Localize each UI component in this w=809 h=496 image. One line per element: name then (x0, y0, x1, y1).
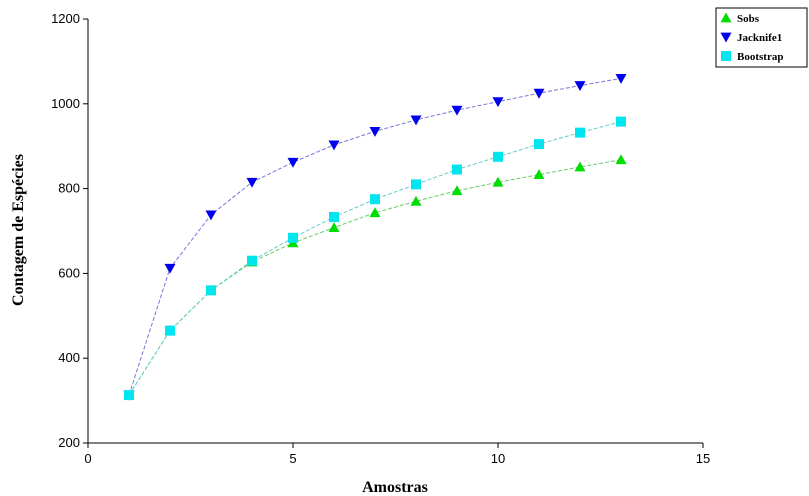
legend-marker-bootstrap (721, 51, 731, 61)
series-jacknife1 (123, 73, 627, 401)
axes (87, 19, 703, 444)
data-point-bootstrap (206, 285, 216, 296)
data-point-jacknife1 (410, 115, 422, 126)
data-point-sobs (574, 161, 586, 172)
series-line-bootstrap (128, 121, 622, 396)
data-point-sobs (615, 154, 627, 165)
x-tick-label: 15 (696, 451, 710, 466)
data-point-jacknife1 (492, 97, 504, 108)
legend-box (715, 7, 808, 68)
x-tick-label: 10 (491, 451, 505, 466)
series-bootstrap (124, 116, 626, 401)
data-point-sobs (533, 169, 545, 180)
y-tick-label: 600 (58, 265, 80, 280)
data-point-bootstrap (165, 325, 175, 336)
y-tick-label: 1200 (51, 11, 80, 26)
data-point-jacknife1 (574, 81, 586, 92)
y-tick-label: 1000 (51, 96, 80, 111)
legend-label-sobs: Sobs (737, 13, 760, 25)
data-point-bootstrap (575, 127, 585, 138)
data-point-bootstrap (616, 116, 626, 127)
x-axis-title: Amostras (362, 479, 428, 496)
data-point-jacknife1 (205, 210, 217, 221)
legend-label-bootstrap: Bootstrap (737, 51, 783, 63)
data-point-bootstrap (124, 390, 134, 401)
series-line-jacknife1 (128, 77, 622, 396)
data-point-jacknife1 (287, 157, 299, 168)
series-sobs (123, 154, 627, 400)
data-point-jacknife1 (451, 105, 463, 116)
legend-marker-jacknife1 (720, 32, 732, 43)
y-tick-label: 800 (58, 181, 80, 196)
series-layer (123, 73, 627, 401)
x-tick-label: 5 (289, 451, 296, 466)
x-tick-label: 0 (84, 451, 91, 466)
legend: Sobs Jacknife1 Bootstrap (715, 7, 808, 68)
legend-marker-sobs (720, 12, 732, 23)
data-point-bootstrap (493, 151, 503, 162)
data-point-jacknife1 (615, 73, 627, 84)
data-point-sobs (328, 222, 340, 233)
data-point-jacknife1 (369, 126, 381, 137)
data-point-bootstrap (534, 139, 544, 150)
data-point-bootstrap (370, 194, 380, 205)
data-point-sobs (369, 207, 381, 218)
data-point-sobs (492, 176, 504, 187)
data-point-bootstrap (288, 232, 298, 243)
data-point-jacknife1 (533, 88, 545, 99)
ticks: 200 400 600 800 1000 1200 0 5 10 15 (51, 11, 710, 466)
y-axis-title: Contagem de Espécies (10, 154, 27, 306)
data-point-bootstrap (452, 164, 462, 175)
data-point-bootstrap (329, 212, 339, 223)
data-point-bootstrap (247, 255, 257, 266)
data-point-jacknife1 (164, 263, 176, 274)
data-point-sobs (451, 185, 463, 196)
data-point-jacknife1 (328, 140, 340, 151)
data-point-bootstrap (411, 179, 421, 190)
y-tick-label: 200 (58, 435, 80, 450)
data-point-jacknife1 (246, 177, 258, 188)
y-tick-label: 400 (58, 350, 80, 365)
data-point-sobs (410, 195, 422, 206)
legend-label-jacknife1: Jacknife1 (737, 32, 782, 44)
